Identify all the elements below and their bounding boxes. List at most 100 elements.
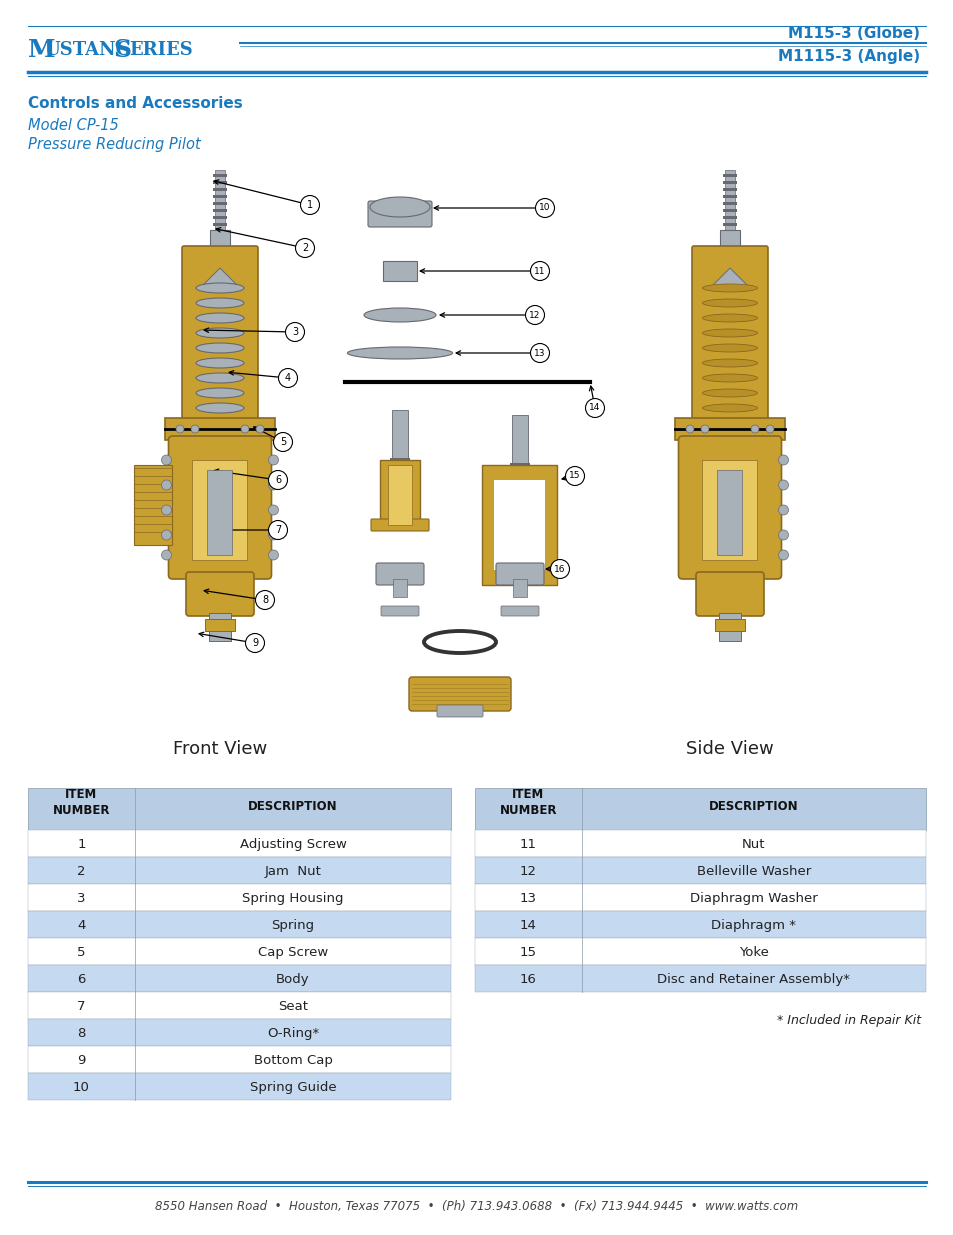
FancyBboxPatch shape	[722, 216, 737, 219]
Ellipse shape	[195, 403, 244, 412]
Text: Belleville Washer: Belleville Washer	[696, 864, 810, 878]
FancyBboxPatch shape	[513, 579, 526, 597]
FancyBboxPatch shape	[169, 436, 272, 579]
Text: 1: 1	[307, 200, 313, 210]
Circle shape	[750, 425, 759, 433]
FancyBboxPatch shape	[475, 788, 925, 830]
FancyBboxPatch shape	[382, 261, 416, 282]
Text: 1: 1	[77, 839, 86, 851]
Circle shape	[241, 425, 249, 433]
FancyBboxPatch shape	[475, 884, 925, 911]
FancyBboxPatch shape	[500, 606, 538, 616]
Ellipse shape	[701, 314, 757, 322]
Circle shape	[161, 480, 172, 490]
Ellipse shape	[195, 329, 244, 338]
Circle shape	[565, 467, 584, 485]
Text: 11: 11	[519, 839, 537, 851]
Text: 8: 8	[77, 1028, 86, 1040]
FancyBboxPatch shape	[696, 572, 763, 616]
Ellipse shape	[195, 283, 244, 293]
FancyBboxPatch shape	[165, 417, 274, 440]
Text: M: M	[28, 38, 55, 62]
FancyBboxPatch shape	[209, 613, 231, 641]
Text: 5: 5	[77, 946, 86, 960]
Text: * Included in Repair Kit: * Included in Repair Kit	[776, 1014, 920, 1028]
Text: Disc and Retainer Assembly*: Disc and Retainer Assembly*	[657, 973, 850, 986]
FancyBboxPatch shape	[28, 857, 451, 884]
Circle shape	[175, 425, 184, 433]
Circle shape	[765, 425, 773, 433]
FancyBboxPatch shape	[213, 174, 227, 177]
Circle shape	[191, 425, 199, 433]
FancyBboxPatch shape	[379, 459, 419, 525]
Circle shape	[278, 368, 297, 388]
FancyBboxPatch shape	[475, 965, 925, 992]
FancyBboxPatch shape	[186, 572, 253, 616]
Circle shape	[535, 199, 554, 217]
Text: Nut: Nut	[741, 839, 765, 851]
Circle shape	[530, 262, 549, 280]
Ellipse shape	[370, 198, 430, 217]
Circle shape	[300, 195, 319, 215]
Ellipse shape	[701, 374, 757, 382]
FancyBboxPatch shape	[28, 939, 451, 965]
Text: Bottom Cap: Bottom Cap	[253, 1053, 332, 1067]
Ellipse shape	[364, 308, 436, 322]
Ellipse shape	[195, 388, 244, 398]
FancyBboxPatch shape	[475, 830, 925, 857]
FancyBboxPatch shape	[390, 458, 410, 461]
Text: 15: 15	[569, 472, 580, 480]
Text: 7: 7	[274, 525, 281, 535]
FancyBboxPatch shape	[390, 482, 410, 485]
Text: Spring: Spring	[272, 919, 314, 932]
Text: 12: 12	[529, 310, 540, 320]
FancyBboxPatch shape	[512, 415, 527, 466]
Ellipse shape	[701, 299, 757, 308]
Text: Seat: Seat	[277, 1000, 308, 1013]
Circle shape	[550, 559, 569, 578]
Text: Yoke: Yoke	[739, 946, 768, 960]
Circle shape	[700, 425, 708, 433]
Ellipse shape	[195, 358, 244, 368]
Text: 3: 3	[77, 892, 86, 905]
Ellipse shape	[701, 359, 757, 367]
FancyBboxPatch shape	[482, 466, 557, 585]
Text: Pressure Reducing Pilot: Pressure Reducing Pilot	[28, 137, 200, 152]
Ellipse shape	[347, 347, 452, 359]
Ellipse shape	[701, 389, 757, 396]
FancyBboxPatch shape	[213, 188, 227, 191]
Text: Side View: Side View	[685, 740, 773, 758]
Text: Spring Housing: Spring Housing	[242, 892, 343, 905]
Text: Model CP-15: Model CP-15	[28, 119, 118, 133]
Circle shape	[161, 530, 172, 540]
Circle shape	[268, 530, 278, 540]
Circle shape	[255, 590, 274, 610]
FancyBboxPatch shape	[214, 170, 225, 235]
Text: Controls and Accessories: Controls and Accessories	[28, 96, 242, 111]
Polygon shape	[711, 268, 747, 287]
FancyBboxPatch shape	[390, 464, 410, 467]
FancyBboxPatch shape	[722, 182, 737, 184]
FancyBboxPatch shape	[392, 410, 408, 459]
FancyBboxPatch shape	[182, 246, 257, 425]
Text: Diaphragm Washer: Diaphragm Washer	[689, 892, 817, 905]
Ellipse shape	[701, 329, 757, 337]
Text: 13: 13	[519, 892, 537, 905]
Text: DESCRIPTION: DESCRIPTION	[248, 799, 337, 813]
FancyBboxPatch shape	[722, 174, 737, 177]
FancyBboxPatch shape	[390, 471, 410, 473]
FancyBboxPatch shape	[510, 469, 530, 472]
FancyBboxPatch shape	[496, 563, 543, 585]
FancyBboxPatch shape	[510, 493, 530, 496]
FancyBboxPatch shape	[390, 475, 410, 479]
Text: 2: 2	[77, 864, 86, 878]
Circle shape	[778, 480, 788, 490]
Circle shape	[161, 550, 172, 559]
FancyBboxPatch shape	[213, 203, 227, 205]
Circle shape	[268, 550, 278, 559]
Ellipse shape	[195, 343, 244, 353]
Circle shape	[530, 343, 549, 363]
FancyBboxPatch shape	[510, 487, 530, 490]
Circle shape	[268, 454, 278, 466]
FancyBboxPatch shape	[722, 224, 737, 226]
